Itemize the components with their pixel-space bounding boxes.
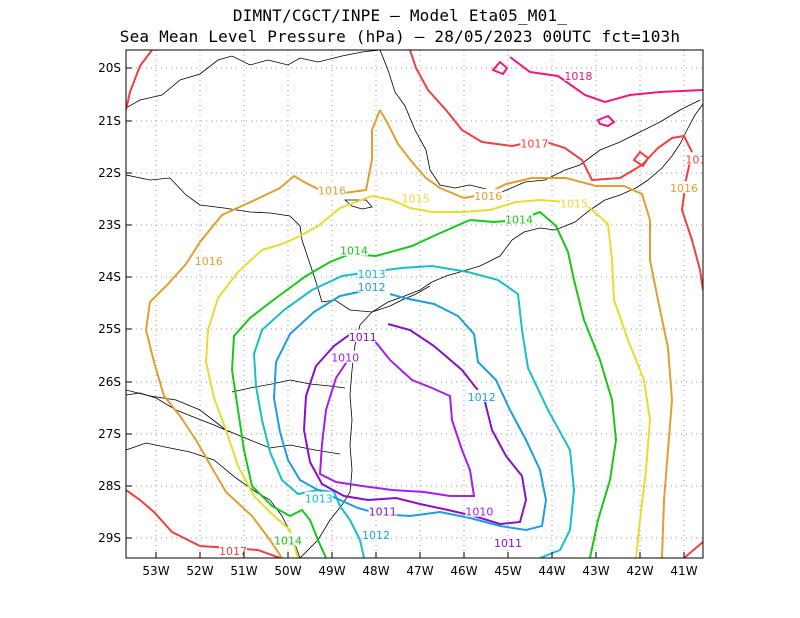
contour-label-bg — [340, 243, 368, 256]
state-border-mg-go — [126, 50, 381, 109]
lat-label: 26S — [98, 375, 121, 389]
contour-label-bg — [564, 68, 593, 81]
contour-label: 1017 — [520, 138, 548, 151]
contour-label: 1014 — [340, 245, 368, 258]
contour-label-bg — [357, 267, 386, 280]
lon-label: 51W — [230, 564, 257, 578]
lat-label: 25S — [98, 322, 121, 336]
lon-label: 49W — [318, 564, 345, 578]
contour-label: 1016 — [318, 185, 346, 198]
state-border-sp-pr — [321, 285, 431, 313]
contour-label: 1013 — [305, 493, 333, 506]
state-border-sc-rs — [126, 389, 341, 455]
map-title-line1: DIMNT/CGCT/INPE — Model Eta05_M01_ — [232, 6, 568, 25]
contour-label-bg — [401, 191, 430, 204]
lon-label: 43W — [582, 564, 609, 578]
map-frame — [125, 49, 704, 559]
lon-label: 41W — [670, 564, 697, 578]
contour-label: 1012 — [358, 281, 386, 294]
contour-label-bg — [304, 491, 333, 504]
contour-label-bg — [362, 528, 390, 541]
contour-label: 1018 — [564, 70, 592, 83]
contour-label-bg — [194, 254, 223, 267]
lon-label: 46W — [450, 564, 477, 578]
contour-label: 1011 — [369, 506, 397, 519]
contour-label-bg — [670, 181, 698, 194]
lon-label: 50W — [274, 564, 301, 578]
contour-label-bg — [357, 280, 386, 293]
isobar-1012 — [272, 289, 548, 532]
coastline-sp — [359, 199, 606, 326]
contour-label: 1016 — [195, 255, 223, 268]
contour-label: 1017 — [219, 545, 247, 558]
contour-label-bg — [331, 350, 360, 363]
contour-label-bg — [348, 329, 377, 342]
contour-label-bg — [318, 183, 346, 196]
lon-label: 52W — [186, 564, 213, 578]
contour-label-bg — [520, 136, 549, 149]
contour-label-bg — [505, 212, 533, 225]
contour-label: 1015 — [402, 193, 430, 206]
contour-label: 1016 — [670, 182, 698, 195]
axis-ticks — [126, 67, 685, 558]
contour-label: 1012 — [362, 529, 390, 542]
coastline-rj-es — [604, 103, 703, 201]
contour-label: 1011 — [494, 537, 522, 550]
contour-label-bg — [465, 504, 494, 517]
lat-label: 20S — [98, 61, 121, 75]
lon-label: 42W — [626, 564, 653, 578]
contour-label-bg — [494, 536, 522, 549]
contour-label: 1017 — [685, 153, 713, 166]
contour-label-bg — [474, 188, 503, 201]
contour-label: 1011 — [349, 331, 377, 344]
latitude-labels: 20S 21S 22S 23S 24S 25S 26S 27S 28S 29S — [98, 61, 121, 545]
contour-label: 1010 — [331, 352, 359, 365]
contour-label: 1013 — [358, 268, 386, 281]
state-border-pr-sc — [231, 379, 346, 393]
lat-label: 29S — [98, 531, 121, 545]
contour-label: 1015 — [560, 198, 588, 211]
isobar-1015 — [204, 194, 652, 558]
lon-label: 47W — [406, 564, 433, 578]
contour-label-bg — [467, 389, 496, 402]
river-border-parana-1 — [126, 174, 323, 303]
contour-label-bg — [274, 533, 302, 546]
lon-label: 44W — [538, 564, 565, 578]
contour-label-bg — [685, 152, 703, 165]
coastline-and-borders — [126, 50, 703, 558]
lat-label: 22S — [98, 166, 121, 180]
map-title-line2: Sea Mean Level Pressure (hPa) — 28/05/20… — [119, 27, 681, 46]
lat-label: 23S — [98, 218, 121, 232]
isobar-1013 — [252, 264, 576, 558]
coastline-sc-rs — [299, 324, 361, 558]
contour-label: 1014 — [505, 213, 533, 226]
contour-labels: 1018 1017 1017 1017 1016 1016 1016 1016 1015 1015… — [194, 68, 713, 558]
contour-label-bg — [560, 196, 588, 209]
contour-label: 1010 — [465, 506, 493, 519]
contour-label: 1014 — [274, 534, 302, 547]
country-border-south — [126, 442, 301, 558]
lon-label: 53W — [142, 564, 169, 578]
lon-label: 45W — [494, 564, 521, 578]
lat-label: 28S — [98, 479, 121, 493]
contour-label-bg — [368, 504, 397, 517]
lat-label: 24S — [98, 270, 121, 284]
contour-label-bg — [219, 543, 247, 556]
isobar-1017 — [126, 50, 703, 558]
lat-label: 21S — [98, 114, 121, 128]
lat-label: 27S — [98, 427, 121, 441]
contour-label: 1012 — [468, 391, 496, 404]
longitude-labels: 53W 52W 51W 50W 49W 48W 47W 46W 45W 44W … — [142, 564, 697, 578]
isobar-1010 — [318, 337, 476, 497]
isobar-1018 — [491, 56, 703, 128]
contour-label: 1016 — [474, 190, 502, 203]
lon-label: 48W — [362, 564, 389, 578]
